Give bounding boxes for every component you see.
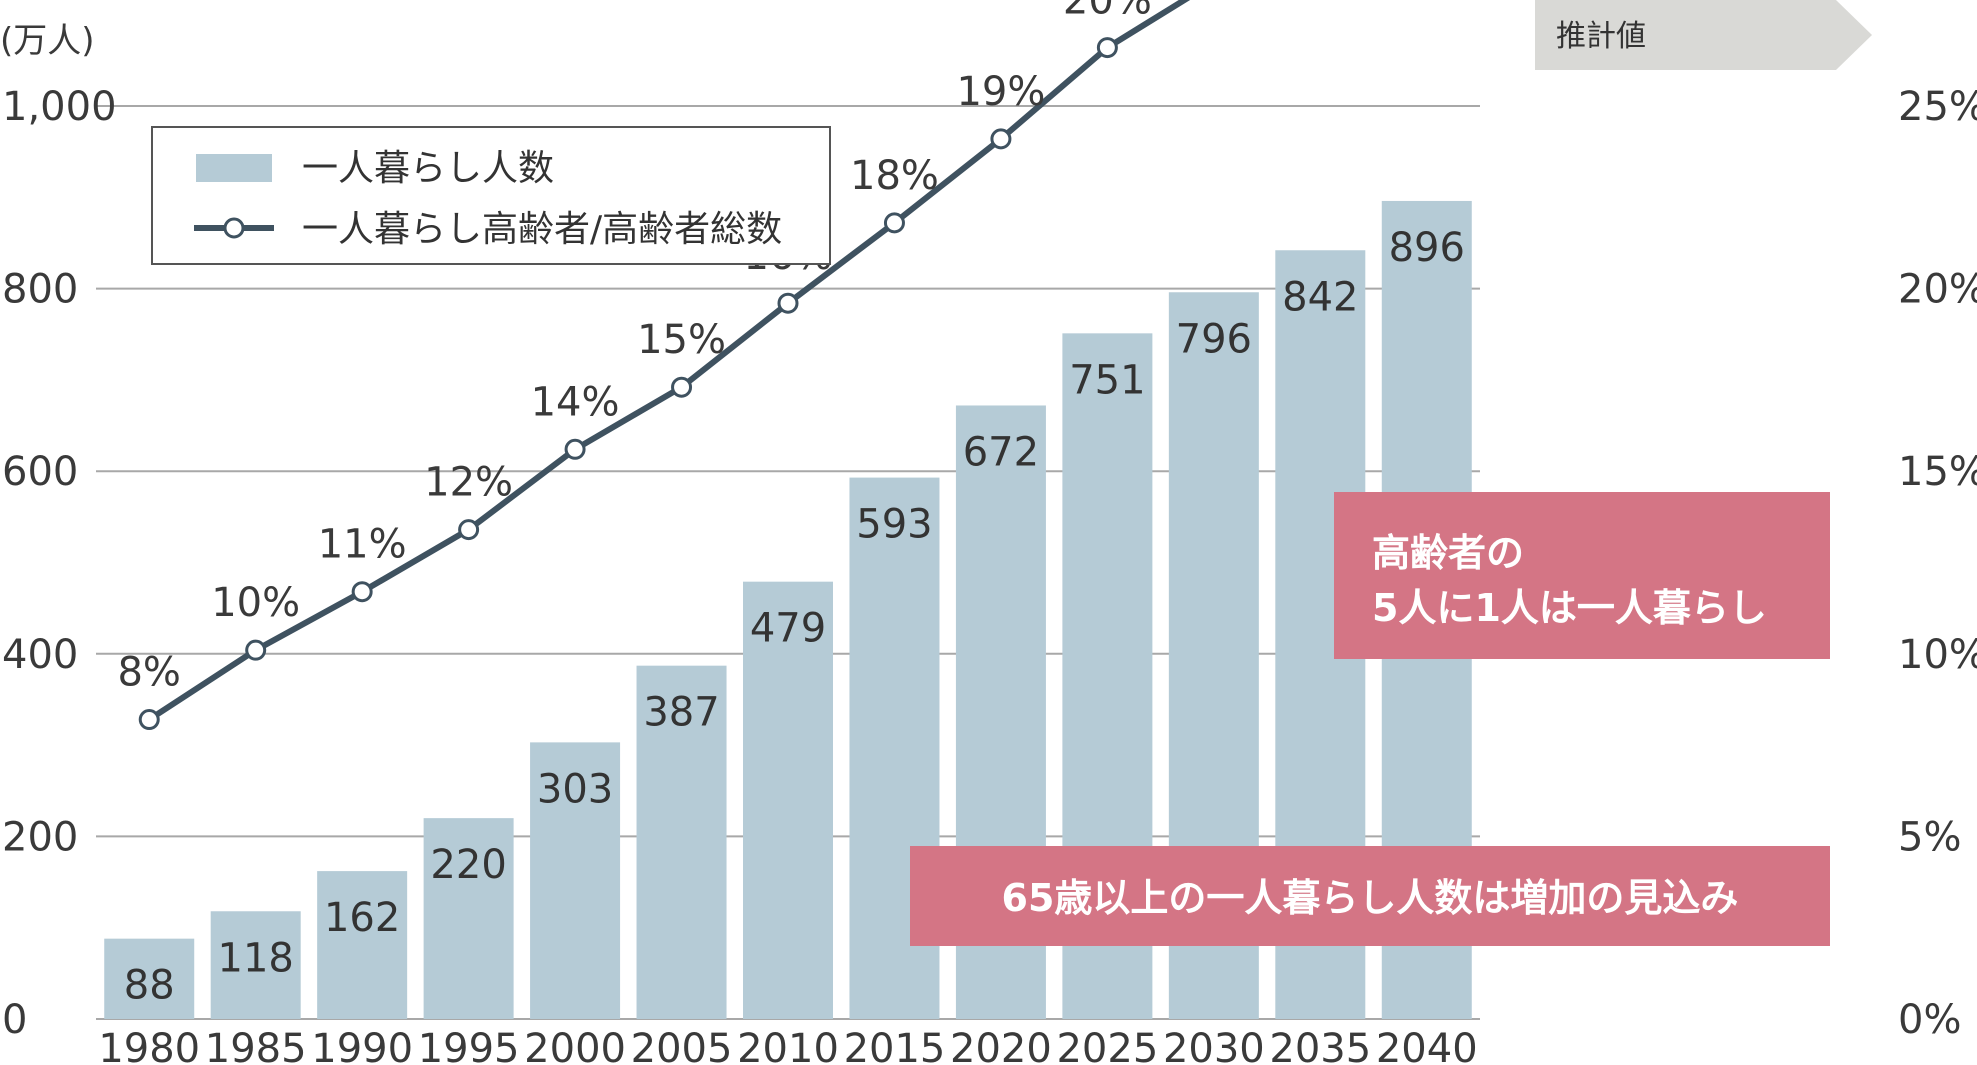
bar-value-label: 303 [537, 766, 613, 812]
bar-value-label: 118 [218, 935, 294, 981]
bar-value-label: 896 [1389, 225, 1465, 271]
ratio-point [458, 519, 480, 541]
bar [210, 911, 301, 1019]
ratio-value-label: 18% [850, 153, 939, 199]
ratio-value-label: 20% [1063, 0, 1152, 24]
ratio-point [1096, 37, 1118, 59]
right-tick-label: 25% [1898, 84, 1977, 130]
bar-value-label: 593 [856, 502, 932, 548]
ratio-value-label: 14% [531, 379, 620, 425]
left-tick-label: 0 [2, 997, 27, 1043]
legend-line-label: 一人暮らし高齢者/高齢者総数 [302, 209, 782, 250]
estimate-arrow [1535, 0, 1872, 70]
ratio-value-label: 19% [956, 69, 1045, 115]
bar-value-label: 220 [430, 842, 506, 888]
right-tick-label: 0% [1898, 997, 1961, 1043]
left-tick-label: 1,000 [2, 84, 117, 130]
callout-increase-text: 65歳以上の一人暮らし人数は増加の見込み [1002, 876, 1739, 920]
ratio-point [351, 581, 373, 603]
left-tick-label: 600 [2, 449, 78, 495]
bar-value-label: 751 [1069, 357, 1145, 403]
estimate-label: 推計値 [1556, 19, 1646, 54]
x-tick-label: 2005 [631, 1026, 733, 1065]
callouts: 高齢者の 5人に1人は一人暮らし 65歳以上の一人暮らし人数は増加の見込み [910, 492, 1830, 946]
x-tick-label: 2040 [1376, 1026, 1478, 1065]
x-tick-label: 2030 [1163, 1026, 1265, 1065]
estimate-banner: 推計値 [1535, 0, 1872, 70]
ratio-value-label: 11% [318, 522, 407, 568]
ratio-value-label: 8% [117, 650, 180, 696]
ratio-point [245, 639, 267, 661]
ratio-value-label: 10% [211, 580, 300, 626]
bar [423, 818, 514, 1019]
x-tick-label: 2010 [737, 1026, 839, 1065]
x-tick-label: 2000 [524, 1026, 626, 1065]
left-tick-label: 200 [2, 814, 78, 860]
right-tick-label: 5% [1898, 814, 1961, 860]
legend-bar-swatch [196, 154, 272, 182]
ratio-point [138, 709, 160, 731]
ratio-point [671, 376, 693, 398]
right-tick-label: 10% [1898, 632, 1977, 678]
ratio-point [883, 212, 905, 234]
left-tick-label: 400 [2, 632, 78, 678]
bar [636, 665, 727, 1019]
x-tick-label: 1985 [205, 1026, 307, 1065]
bar-value-label: 479 [750, 606, 826, 652]
bar [530, 742, 621, 1019]
bar [317, 871, 408, 1019]
callout-box-increase [910, 846, 1830, 946]
bar-value-label: 672 [963, 429, 1039, 475]
ratio-point [564, 438, 586, 460]
ratio-point [990, 128, 1012, 150]
x-tick-label: 2035 [1269, 1026, 1371, 1065]
right-tick-label: 15% [1898, 449, 1977, 495]
right-tick-label: 20% [1898, 267, 1977, 313]
legend-line-marker [223, 217, 245, 239]
bar-value-label: 88 [124, 963, 175, 1009]
ratio-line: 8%10%11%12%14%15%16%18%19%20%21%22%23% [117, 0, 1191, 731]
callout-ratio-line-1: 高齢者の [1372, 531, 1524, 575]
x-tick-label: 1990 [311, 1026, 413, 1065]
legend-box [151, 126, 831, 265]
x-tick-label: 1995 [418, 1026, 520, 1065]
bar [104, 938, 195, 1019]
ratio-value-label: 15% [637, 317, 726, 363]
x-tick-label: 2025 [1056, 1026, 1158, 1065]
bar-value-label: 162 [324, 895, 400, 941]
axes: 0 0% 200 5% 400 10% 600 15% 800 20% 1,000 25% (万人) 19… [0, 21, 1977, 1065]
bar-value-label: 796 [1176, 316, 1252, 362]
bar-value-label: 842 [1282, 274, 1358, 320]
bar [743, 581, 833, 1019]
ratio-value-label: 12% [424, 460, 513, 506]
left-axis-unit: (万人) [0, 21, 95, 61]
ratio-point [777, 292, 799, 314]
x-tick-label: 1980 [98, 1026, 200, 1065]
callout-ratio-line-2: 5人に1人は一人暮らし [1372, 586, 1767, 630]
x-tick-label: 2015 [844, 1026, 946, 1065]
callout-box-ratio [1334, 492, 1830, 659]
x-tick-label: 2020 [950, 1026, 1052, 1065]
legend-bar-label: 一人暮らし人数 [302, 148, 554, 189]
bar-value-label: 387 [643, 690, 719, 736]
left-tick-label: 800 [2, 267, 78, 313]
